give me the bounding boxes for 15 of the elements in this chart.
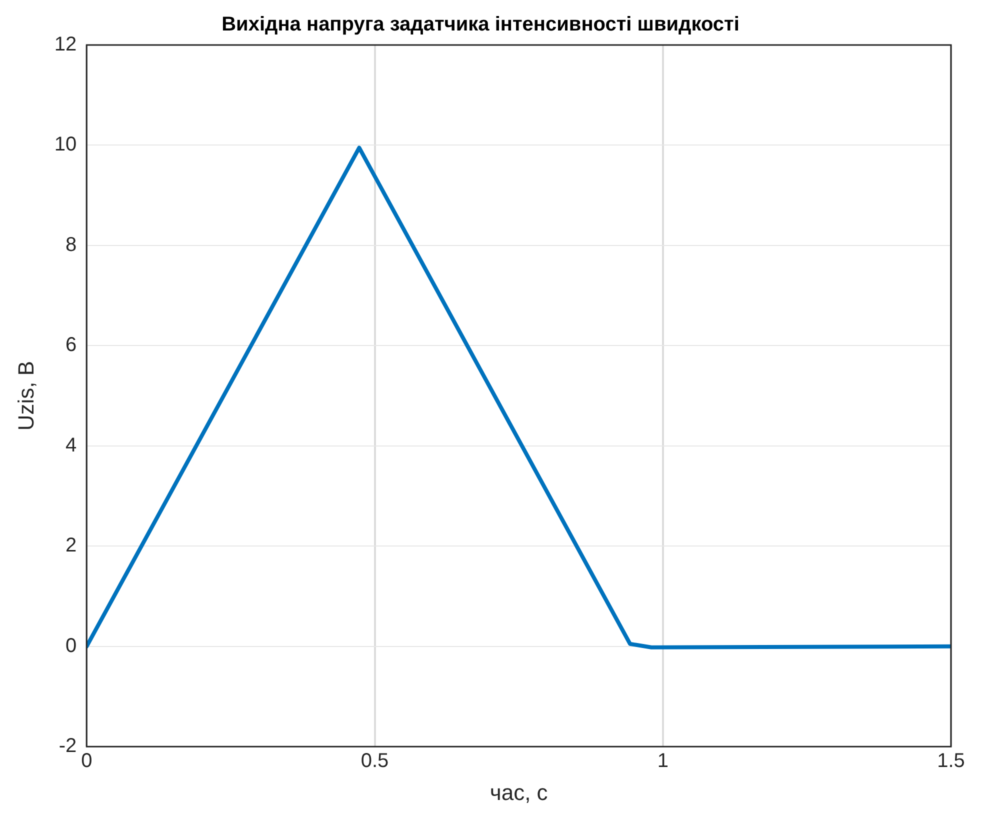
x-tick-label: 0 bbox=[81, 750, 92, 772]
y-tick-label: 10 bbox=[54, 134, 77, 156]
y-tick-label: 2 bbox=[66, 534, 77, 557]
y-tick-label: 6 bbox=[66, 334, 77, 356]
x-tick-label: 0.5 bbox=[360, 750, 389, 772]
y-tick-label: 0 bbox=[66, 634, 77, 657]
x-axis-title: час, с bbox=[490, 780, 548, 805]
y-tick-label: -2 bbox=[58, 735, 77, 758]
y-tick-label: 4 bbox=[66, 434, 77, 456]
y-tick-label: 12 bbox=[54, 34, 77, 56]
y-tick-label: 8 bbox=[66, 234, 77, 256]
chart-title: Вихідна напруга задатчика інтенсивності швидкості bbox=[222, 14, 740, 36]
x-tick-label: 1.5 bbox=[937, 750, 965, 772]
y-axis-title: Uzis, В bbox=[13, 360, 38, 431]
x-tick-label: 1 bbox=[657, 750, 668, 772]
